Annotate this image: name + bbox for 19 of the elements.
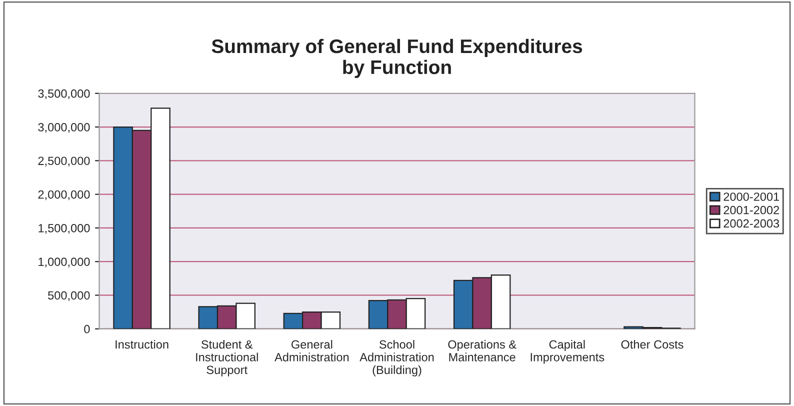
x-tick-label: Operations & Maintenance bbox=[448, 340, 516, 362]
x-tick-label: Student & Instructional Support bbox=[196, 340, 258, 376]
chart-title: Summary of General Fund Expenditures by Function bbox=[212, 38, 582, 78]
y-tick-label: 3,500,000 bbox=[38, 89, 90, 100]
y-tick-label: 1,500,000 bbox=[38, 224, 90, 234]
legend-label: 2002-2003 bbox=[724, 219, 780, 228]
legend-label: 2000-2001 bbox=[724, 192, 780, 201]
x-tick-label: Instruction bbox=[116, 340, 168, 349]
y-tick-label: 3,000,000 bbox=[38, 123, 90, 133]
y-tick-label: 2,000,000 bbox=[38, 190, 90, 200]
x-tick-label: Capital Improvements bbox=[530, 340, 604, 364]
x-tick-label: General Administration bbox=[274, 340, 349, 362]
y-tick-label: 2,500,000 bbox=[38, 156, 90, 166]
x-tick-label: Other Costs bbox=[621, 340, 684, 349]
x-tick-label: School Administration (Building) bbox=[360, 340, 434, 376]
y-tick-label: 0 bbox=[84, 324, 90, 334]
legend-label: 2001-2002 bbox=[724, 206, 779, 214]
y-tick-label: 500,000 bbox=[48, 291, 90, 302]
y-tick-label: 1,000,000 bbox=[38, 258, 90, 268]
